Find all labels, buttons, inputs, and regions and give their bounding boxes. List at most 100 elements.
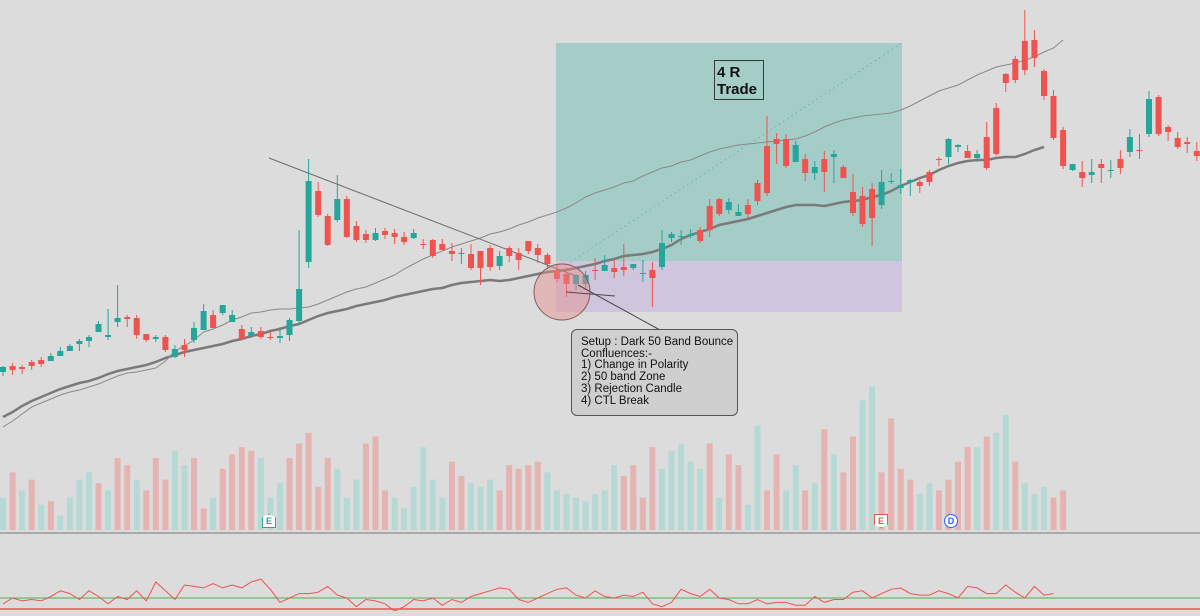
- earnings-marker-icon[interactable]: E: [262, 514, 276, 528]
- candle: [620, 244, 627, 276]
- candle: [124, 315, 131, 327]
- candle: [1002, 73, 1009, 92]
- note-pointer-line: [565, 291, 616, 297]
- candle: [639, 260, 646, 282]
- candle: [277, 327, 283, 343]
- candle-body: [840, 167, 847, 178]
- candle-body: [897, 185, 904, 188]
- candle: [1184, 137, 1191, 153]
- candle: [448, 243, 455, 261]
- candle-body: [926, 172, 933, 182]
- volume-bar: [668, 450, 675, 530]
- candle-body: [410, 233, 417, 238]
- candle-body: [28, 362, 35, 366]
- candle-body: [630, 264, 637, 268]
- candle: [649, 262, 656, 307]
- setup-note-box[interactable]: Setup : Dark 50 Band Bounce Confluences:…: [571, 329, 738, 416]
- candle-body: [869, 189, 876, 218]
- candle-body: [725, 202, 732, 210]
- candle-body: [706, 206, 713, 230]
- volume-bar: [143, 490, 150, 530]
- candle: [28, 360, 35, 370]
- candle: [410, 229, 417, 239]
- candle: [105, 309, 112, 340]
- candle: [19, 365, 26, 374]
- candle: [477, 251, 484, 285]
- candle: [468, 244, 474, 270]
- candle-body: [1041, 71, 1047, 96]
- volume-bar: [744, 504, 751, 530]
- candle: [1107, 160, 1114, 178]
- candle: [66, 344, 73, 351]
- volume-bar: [477, 486, 484, 530]
- candle-body: [802, 159, 809, 173]
- volume-bar: [983, 436, 990, 530]
- candle: [964, 145, 971, 158]
- candle-body: [420, 244, 427, 245]
- volume-bar: [639, 497, 646, 530]
- note-line-polarity: 1) Change in Polarity: [581, 359, 689, 372]
- candle-body: [124, 317, 131, 319]
- candle: [687, 229, 694, 238]
- volume-bar: [19, 490, 26, 530]
- candle: [792, 141, 799, 162]
- volume-bar: [1002, 414, 1009, 530]
- candle: [382, 228, 388, 239]
- candle-body: [1069, 164, 1076, 170]
- candle: [296, 230, 303, 323]
- candle: [1155, 95, 1162, 136]
- candle-body: [468, 254, 474, 268]
- volume-bar: [601, 490, 608, 530]
- trade-label-box[interactable]: 4 R Trade: [714, 60, 764, 100]
- candle: [1012, 56, 1019, 83]
- volume-bar: [324, 458, 331, 530]
- volume-bar: [888, 418, 895, 530]
- candle: [544, 253, 551, 269]
- volume-bar: [286, 458, 293, 530]
- candle-body: [687, 234, 694, 236]
- volume-bar: [257, 458, 264, 530]
- volume-bar: [315, 486, 322, 530]
- candle-body: [257, 331, 264, 337]
- candle-body: [0, 367, 6, 372]
- volume-bar: [448, 461, 455, 530]
- candle: [401, 232, 408, 245]
- volume-bar: [114, 458, 121, 530]
- candle: [1041, 69, 1047, 100]
- volume-bar: [353, 479, 360, 530]
- candle-body: [1050, 96, 1057, 138]
- candle-body: [1107, 170, 1114, 171]
- candle: [152, 335, 159, 342]
- volume-bar: [869, 386, 876, 530]
- candle-body: [955, 145, 961, 147]
- candle-body: [372, 233, 379, 240]
- candle-body: [792, 145, 799, 162]
- volume-bar: [897, 468, 904, 530]
- candle: [353, 221, 360, 242]
- candle: [487, 245, 494, 271]
- stop-loss-zone: [556, 261, 902, 312]
- volume-bar: [783, 490, 790, 530]
- candle-body: [735, 212, 742, 216]
- candle: [420, 239, 427, 249]
- candle: [1050, 90, 1057, 140]
- volume-bar: [563, 494, 570, 530]
- candle-body: [916, 182, 923, 186]
- candle: [515, 248, 522, 270]
- candle: [869, 183, 876, 246]
- dividend-marker-icon[interactable]: D: [944, 514, 958, 528]
- candle: [716, 198, 723, 216]
- volume-bar: [1012, 461, 1019, 530]
- note-line-setup: Setup : Dark 50 Band Bounce: [581, 336, 734, 348]
- trendline: [268, 157, 577, 277]
- trade-projection-line: [565, 42, 903, 266]
- earnings-marker-icon[interactable]: E: [874, 514, 888, 528]
- candle-body: [592, 270, 599, 271]
- candle-body: [611, 268, 618, 272]
- candle-body: [1079, 172, 1086, 178]
- volume-bar: [534, 461, 541, 530]
- candle: [1021, 10, 1028, 75]
- candle: [362, 230, 369, 243]
